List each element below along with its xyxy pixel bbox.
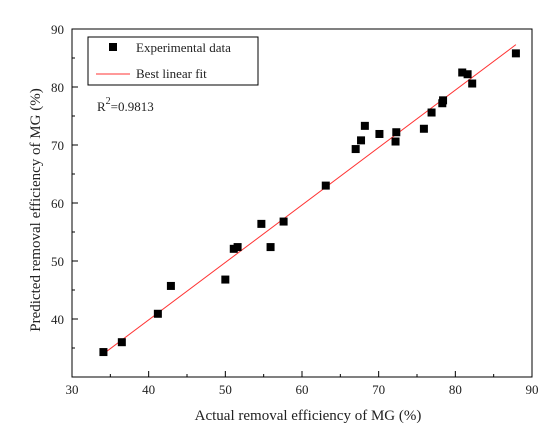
x-axis: 30 40 50 60 70 80 90 [66,371,539,397]
data-point [166,281,175,290]
data-point [458,68,467,77]
data-point [360,121,369,130]
y-axis: 40 50 60 70 80 90 [51,22,78,349]
r-squared-annotation: R2=0.9813 [97,96,154,114]
y-axis-title: Predicted removal efficiency of MG (%) [28,88,44,331]
data-point [391,137,400,146]
y-tick-label: 90 [51,22,64,37]
data-point [153,309,162,318]
data-point [439,96,448,105]
data-point [266,243,275,252]
x-tick-label: 80 [449,382,462,397]
data-point [221,275,230,284]
y-tick-label: 40 [51,312,64,327]
data-point [257,219,266,228]
legend: Experimental data Best linear fit [87,36,259,86]
y-tick-label: 50 [51,254,64,269]
x-tick-label: 70 [372,382,385,397]
x-tick-label: 40 [142,382,155,397]
data-point [351,145,360,154]
x-tick-label: 60 [296,382,309,397]
y-tick-label: 60 [51,196,64,211]
data-point [99,348,108,357]
data-point [279,217,288,226]
best-fit-line [103,44,517,355]
data-point [357,136,366,145]
data-point [117,338,126,347]
data-point [511,49,520,58]
x-tick-label: 30 [66,382,79,397]
data-point [419,124,428,133]
legend-label-experimental: Experimental data [136,40,231,55]
data-point [233,243,242,252]
legend-label-fit: Best linear fit [136,66,207,81]
y-tick-label: 70 [51,138,64,153]
plot-area: 30 40 50 60 70 80 90 40 50 60 70 80 90 [51,22,539,397]
data-points [99,49,520,357]
fit-line-layer [103,44,517,355]
data-point [463,70,472,79]
data-point [321,181,330,190]
x-axis-title: Actual removal efficiency of MG (%) [195,408,422,424]
data-point [375,129,384,138]
data-point [392,128,401,137]
y-tick-label: 80 [51,80,64,95]
legend-marker-experimental [109,43,117,51]
data-point [468,79,477,88]
x-tick-label: 90 [526,382,539,397]
data-point [427,108,436,117]
x-tick-label: 50 [219,382,232,397]
